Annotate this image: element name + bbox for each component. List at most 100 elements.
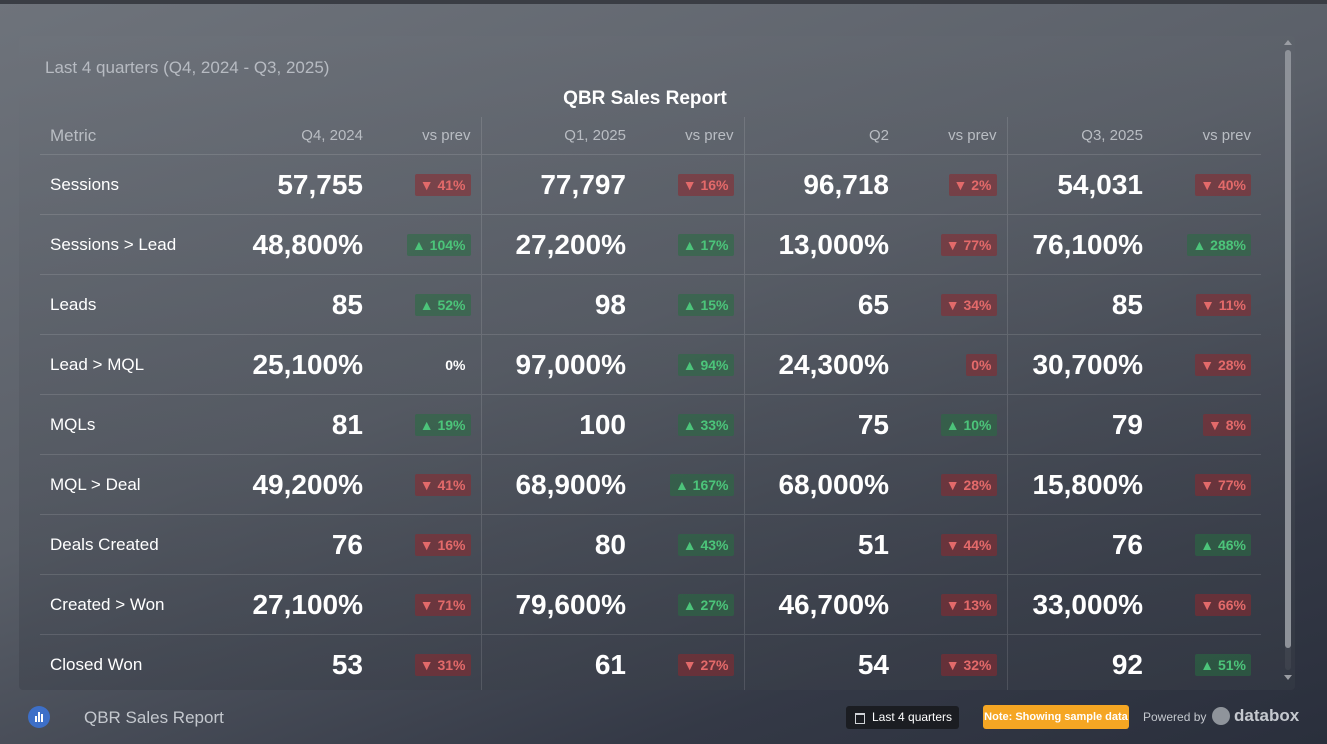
change-badge: ▲ 104% [406,233,471,256]
metric-name: Lead > MQL [40,334,230,395]
footer-bar: QBR Sales Report Last 4 quarters Note: S… [0,694,1327,744]
table-row: MQLs 81 ▲ 19% 100 ▲ 33% 75 ▲ 10% 79 ▼ 8% [40,394,1261,455]
metric-value: 81 [230,394,373,455]
change-badge: ▲ 51% [1195,653,1251,676]
metric-value: 46,700% [743,574,899,635]
change-cell: ▼ 77% [899,214,1007,275]
footer-dashboard-title: QBR Sales Report [84,708,224,727]
change-badge: ▼ 11% [1196,293,1251,316]
metric-value: 77,797 [480,154,636,215]
header-q2: Q2 [743,117,899,155]
header-metric: Metric [40,117,230,155]
date-range-button[interactable]: Last 4 quarters [846,706,959,729]
change-badge: ▼ 2% [948,173,997,196]
change-cell: 0% [899,334,1007,395]
change-cell: ▼ 77% [1153,454,1261,515]
change-badge: ▲ 15% [677,293,734,316]
metric-value: 27,200% [480,214,636,275]
change-badge: ▼ 77% [940,233,997,256]
change-badge: ▼ 32% [940,653,997,676]
metric-value: 100 [480,394,636,455]
change-cell: ▼ 66% [1153,574,1261,635]
metric-name: Created > Won [40,574,230,635]
change-badge: ▼ 31% [414,653,471,676]
metric-value: 13,000% [743,214,899,275]
metric-value: 33,000% [1006,574,1153,635]
header-q4-2024: Q4, 2024 [230,117,373,155]
change-badge: 0% [966,353,997,376]
change-cell: ▼ 13% [899,574,1007,635]
change-badge: ▼ 28% [1195,353,1251,376]
header-vs-prev: vs prev [373,117,481,155]
header-q1-2025: Q1, 2025 [480,117,636,155]
metric-value: 54 [743,634,899,690]
change-badge: ▼ 71% [414,593,471,616]
report-title: QBR Sales Report [563,88,727,109]
metric-name: Closed Won [40,634,230,690]
date-range-subtitle: Last 4 quarters (Q4, 2024 - Q3, 2025) [45,58,330,77]
databox-logo-icon[interactable] [28,706,50,728]
change-cell: ▲ 15% [636,274,744,335]
table-row: Created > Won 27,100% ▼ 71% 79,600% ▲ 27% 46,… [40,574,1261,635]
metric-value: 80 [480,514,636,575]
scroll-down-arrow-icon[interactable] [1284,675,1292,680]
metrics-table: Metric Q4, 2024 vs prev Q1, 2025 vs prev… [40,117,1261,690]
metric-value: 96,718 [743,154,899,215]
change-cell: ▼ 32% [899,634,1007,690]
change-badge: ▲ 46% [1195,533,1251,556]
vertical-scrollbar[interactable] [1284,40,1292,680]
change-cell: ▲ 19% [373,394,481,455]
change-badge: 0% [445,356,466,373]
metric-value: 27,100% [230,574,373,635]
metric-value: 79 [1006,394,1153,455]
metric-value: 53 [230,634,373,690]
change-cell: ▼ 28% [899,454,1007,515]
report-card: Last 4 quarters (Q4, 2024 - Q3, 2025) QB… [19,36,1295,690]
metric-value: 79,600% [480,574,636,635]
change-badge: ▼ 8% [1203,413,1251,436]
change-badge: ▼ 77% [1195,473,1251,496]
change-badge: ▲ 167% [669,473,734,496]
date-range-label: Last 4 quarters [872,710,953,724]
metric-value: 48,800% [230,214,373,275]
change-cell: ▲ 167% [636,454,744,515]
metric-value: 76,100% [1006,214,1153,275]
change-cell: ▲ 104% [373,214,481,275]
scroll-up-arrow-icon[interactable] [1284,40,1292,45]
change-cell: ▼ 2% [899,154,1007,215]
change-badge: ▲ 33% [677,413,734,436]
change-badge: ▼ 41% [414,173,471,196]
databox-brand-name[interactable]: databox [1234,706,1300,725]
change-cell: ▼ 8% [1153,394,1261,455]
change-cell: ▼ 16% [636,154,744,215]
metric-name: Sessions [40,154,230,215]
table-row: Deals Created 76 ▼ 16% 80 ▲ 43% 51 ▼ 44% 76 ▲ 46… [40,514,1261,575]
metric-value: 15,800% [1006,454,1153,515]
change-badge: ▲ 17% [677,233,734,256]
metric-value: 24,300% [743,334,899,395]
metric-value: 68,900% [480,454,636,515]
metric-value: 51 [743,514,899,575]
change-badge: ▲ 19% [414,413,471,436]
change-cell: ▼ 31% [373,634,481,690]
metric-value: 75 [743,394,899,455]
change-cell: ▲ 33% [636,394,744,455]
calendar-icon [855,713,865,724]
change-cell: ▼ 40% [1153,154,1261,215]
metric-value: 85 [1006,274,1153,335]
table-row: Sessions > Lead 48,800% ▲ 104% 27,200% ▲ 17%… [40,214,1261,275]
metric-value: 61 [480,634,636,690]
scrollbar-thumb[interactable] [1285,50,1291,648]
metric-value: 54,031 [1006,154,1153,215]
change-badge: ▲ 10% [940,413,997,436]
change-cell: ▲ 52% [373,274,481,335]
top-bar [0,0,1327,4]
metric-name: Leads [40,274,230,335]
change-badge: ▲ 43% [677,533,734,556]
header-q3-2025: Q3, 2025 [1006,117,1153,155]
table-row: Closed Won 53 ▼ 31% 61 ▼ 27% 54 ▼ 32% 92 ▲ 51% [40,634,1261,690]
change-badge: ▼ 13% [940,593,997,616]
change-cell: ▲ 51% [1153,634,1261,690]
databox-brand-icon[interactable] [1212,707,1230,725]
change-cell: ▼ 71% [373,574,481,635]
